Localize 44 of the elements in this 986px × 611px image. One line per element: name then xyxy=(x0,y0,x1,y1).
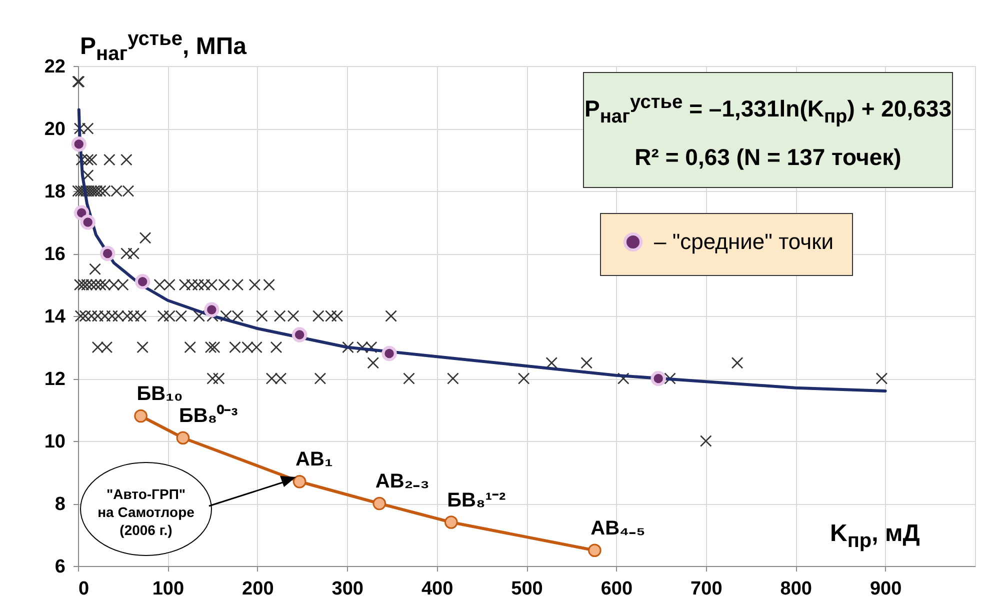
x-tick-label: 200 xyxy=(242,578,274,600)
point xyxy=(204,302,220,318)
point xyxy=(100,246,116,262)
point xyxy=(372,496,386,510)
y-axis-title: P$_{наг}$$^{устье}$, МПа xyxy=(80,28,246,66)
point xyxy=(292,474,306,488)
annotation: БВ₈⁰⁻³ xyxy=(178,404,238,427)
y-tick-label: 16 xyxy=(44,244,66,265)
x-tick-label: 700 xyxy=(690,578,722,600)
point xyxy=(176,431,190,445)
point xyxy=(588,544,602,558)
y-tick-label: 12 xyxy=(44,369,66,390)
x-tick-label: 800 xyxy=(780,578,812,600)
y-tick-label: 20 xyxy=(44,119,66,140)
y-tick-label: 8 xyxy=(54,494,66,515)
point xyxy=(444,516,458,529)
point xyxy=(382,346,397,362)
x-axis-title: K$_{пр}$, мД xyxy=(830,520,920,553)
point xyxy=(134,409,148,423)
point xyxy=(134,274,150,290)
x-tick-label: 0 xyxy=(78,578,90,600)
y-tick-label: 14 xyxy=(44,306,66,328)
annotation: АВ₂₋₃ xyxy=(375,470,430,492)
y-tick-label: 10 xyxy=(44,432,66,452)
annotation: БВ₁₀ xyxy=(136,383,183,405)
point xyxy=(71,136,87,152)
y-tick-label: 6 xyxy=(54,556,66,578)
point xyxy=(80,214,96,230)
annotation: АВ₄₋₅ xyxy=(590,517,646,540)
point xyxy=(292,327,308,342)
point xyxy=(650,370,666,386)
x-tick-label: 500 xyxy=(511,578,543,600)
x-tick-label: 900 xyxy=(870,578,902,600)
x-tick-label: 600 xyxy=(600,578,633,600)
x-tick-label: 100 xyxy=(152,578,184,600)
x-tick-label: 400 xyxy=(421,578,454,600)
annotation: R² = 0,63 (N = 137 точек) xyxy=(634,144,902,170)
y-tick-label: 22 xyxy=(44,56,66,78)
annotation: P$_{наг}$$^{устье}$ = –1,331ln(K$_{пр}$) + 20,633 xyxy=(584,92,952,128)
annotation: АВ₁ xyxy=(296,448,333,471)
annotation: БВ₈¹⁻² xyxy=(447,489,506,512)
x-tick-label: 300 xyxy=(332,578,364,600)
legend-label: – "средние" точки xyxy=(654,229,834,254)
y-tick-label: 18 xyxy=(44,182,66,202)
